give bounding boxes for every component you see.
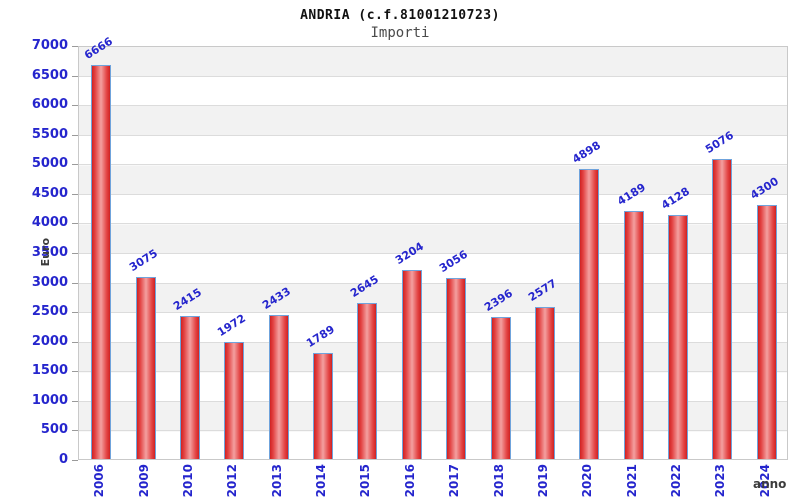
bar-2019	[535, 307, 555, 459]
y-axis-tick-label: 5000	[31, 156, 68, 172]
x-axis-tick-label: 2006	[92, 464, 106, 498]
y-axis-tick	[72, 75, 78, 77]
bar-value-label: 3056	[437, 247, 470, 275]
gridline	[79, 371, 787, 373]
bar-value-label: 3204	[393, 239, 426, 267]
bar-2014	[313, 353, 333, 459]
gridline	[79, 134, 787, 136]
bar-2006	[91, 65, 111, 459]
y-axis-tick-label: 3000	[31, 274, 68, 290]
gridline	[79, 400, 787, 402]
bar-2015	[357, 303, 377, 459]
x-axis-tick-label: 2023	[713, 464, 727, 498]
x-axis-title: anno	[753, 477, 787, 491]
y-axis-tick	[72, 312, 78, 314]
y-axis-tick-label: 5500	[31, 126, 68, 142]
bar-value-label: 2577	[526, 276, 559, 304]
x-axis-tick-label: 2012	[225, 464, 239, 498]
x-axis-tick-label: 2017	[447, 464, 461, 498]
gridline	[79, 105, 787, 107]
y-axis-tick	[72, 193, 78, 195]
bar-2012	[224, 342, 244, 459]
y-axis-tick	[72, 253, 78, 254]
bar-2010	[180, 316, 200, 459]
bar-2017	[446, 278, 466, 459]
y-axis-tick-label: 500	[40, 422, 68, 438]
bar-2018	[491, 317, 511, 459]
y-axis-tick	[72, 105, 78, 107]
y-axis-tick-label: 0	[58, 452, 68, 467]
y-axis-tick	[72, 371, 78, 373]
y-axis-tick	[72, 46, 78, 47]
y-axis-tick-label: 3500	[31, 245, 68, 260]
gridline	[79, 223, 787, 225]
x-axis-tick-label: 2014	[314, 464, 328, 498]
bar-value-label: 1789	[304, 322, 337, 350]
bar-2020	[579, 169, 599, 459]
bar-2016	[402, 270, 422, 459]
bar-value-label: 2415	[171, 285, 204, 313]
gridline	[79, 341, 787, 343]
y-axis-tick	[72, 341, 78, 343]
chart-subtitle: Importi	[370, 25, 430, 41]
x-axis-tick-label: 2019	[536, 464, 550, 498]
y-axis-title: Euro	[39, 238, 52, 267]
x-axis-tick-label: 2020	[580, 464, 594, 498]
bar-2022	[668, 215, 688, 459]
x-axis-tick-label: 2016	[403, 464, 417, 498]
bar-value-label: 2433	[260, 284, 293, 312]
y-axis-tick	[72, 430, 78, 432]
gridline	[79, 312, 787, 314]
bar-value-label: 2645	[348, 272, 381, 300]
bar-2013	[269, 315, 289, 459]
x-axis-tick-label: 2013	[270, 464, 284, 498]
y-axis-tick	[72, 460, 78, 461]
gridline	[79, 282, 787, 284]
x-axis-tick-label: 2015	[358, 464, 372, 498]
bar-2024	[757, 205, 777, 459]
y-axis-tick-label: 6500	[31, 67, 68, 83]
gridline	[79, 430, 787, 432]
chart-title: ANDRIA (c.f.81001210723)	[300, 8, 500, 23]
y-axis-tick-label: 1000	[31, 392, 68, 408]
x-axis-tick-label: 2009	[137, 464, 151, 498]
y-axis-tick	[72, 223, 78, 225]
y-axis-tick	[72, 164, 78, 166]
y-axis-tick	[72, 134, 78, 136]
y-axis-tick-label: 2000	[31, 333, 68, 349]
bar-value-label: 2396	[482, 286, 515, 314]
gridline	[79, 193, 787, 195]
y-axis-tick-label: 4000	[31, 215, 68, 231]
bar-value-label: 4898	[570, 138, 603, 166]
bar-value-label: 1972	[215, 311, 248, 339]
bar-value-label: 5076	[703, 128, 736, 156]
bar-2009	[136, 277, 156, 459]
x-axis-tick-label: 2022	[669, 464, 683, 498]
bar-value-label: 4300	[748, 174, 781, 202]
gridline	[79, 253, 787, 254]
y-axis-tick-label: 6000	[31, 97, 68, 113]
y-axis-tick-label: 4500	[31, 185, 68, 201]
x-axis-tick-label: 2021	[625, 464, 639, 498]
gridline	[79, 164, 787, 166]
y-axis-tick	[72, 282, 78, 284]
y-axis-tick-label: 2500	[31, 304, 68, 320]
y-axis-tick-label: 7000	[31, 38, 68, 53]
bar-2023	[712, 159, 732, 459]
bar-2021	[624, 211, 644, 459]
bar-value-label: 4128	[659, 184, 692, 212]
y-axis-tick-label: 1500	[31, 363, 68, 379]
gridline	[79, 75, 787, 77]
x-axis-tick-label: 2010	[181, 464, 195, 498]
y-axis-tick	[72, 400, 78, 402]
x-axis-tick-label: 2018	[492, 464, 506, 498]
plot-area: 6666 3075 2415 1972 2433 1789 2645 3204 3056 2396…	[78, 35, 788, 460]
bar-value-label: 4189	[615, 180, 648, 208]
bar-value-label: 3075	[127, 246, 160, 274]
